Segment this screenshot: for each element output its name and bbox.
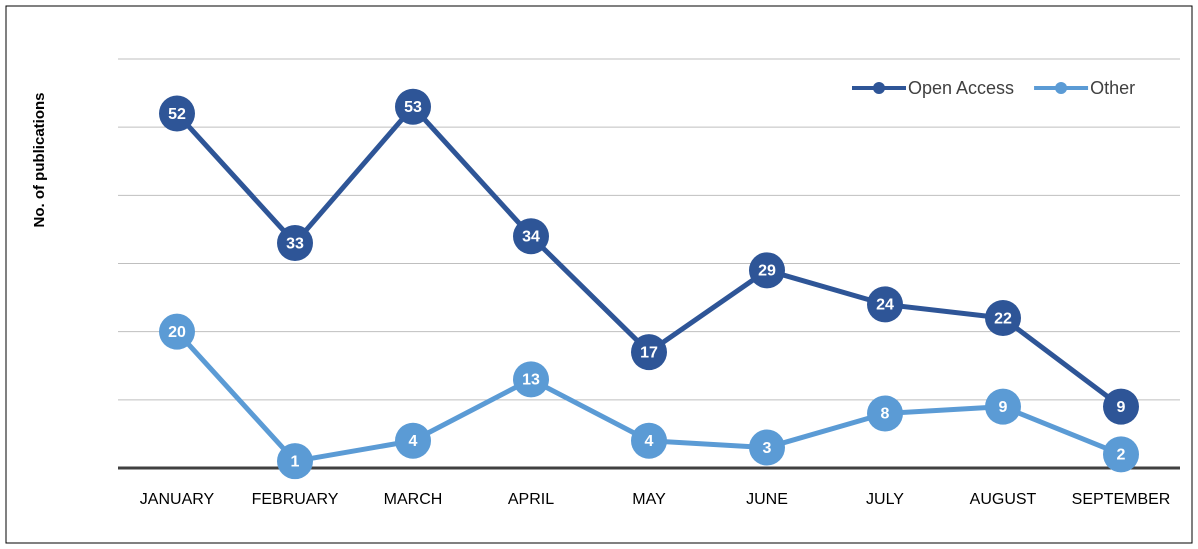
data-label: 24	[876, 297, 894, 314]
x-tick-label: JANUARY	[140, 491, 215, 508]
x-tick-label: AUGUST	[970, 491, 1037, 508]
data-label: 29	[758, 263, 776, 280]
x-tick-label: JUNE	[746, 491, 788, 508]
data-label: 53	[404, 99, 422, 116]
data-label: 9	[1117, 399, 1126, 416]
marker	[1103, 436, 1139, 473]
marker	[985, 300, 1021, 337]
data-label: 52	[168, 106, 186, 123]
data-label: 13	[522, 372, 540, 389]
x-tick-label: FEBRUARY	[252, 491, 339, 508]
marker	[513, 361, 549, 398]
x-tick-label: MARCH	[384, 491, 443, 508]
marker	[277, 225, 313, 262]
data-label: 22	[994, 310, 1012, 327]
legend-label: Other	[1090, 78, 1135, 98]
legend-marker	[1055, 82, 1068, 94]
marker	[631, 334, 667, 371]
data-label: 4	[409, 433, 418, 450]
data-label: 2	[1117, 447, 1126, 464]
marker	[159, 95, 195, 132]
x-tick-label: SEPTEMBER	[1072, 491, 1171, 508]
marker	[867, 395, 903, 432]
marker	[395, 88, 431, 125]
data-label: 20	[168, 324, 186, 341]
marker	[513, 218, 549, 255]
marker	[159, 313, 195, 350]
data-label: 4	[645, 433, 654, 450]
marker	[631, 422, 667, 459]
marker	[395, 422, 431, 459]
x-tick-label: APRIL	[508, 491, 554, 508]
data-label: 1	[291, 453, 300, 470]
data-label: 34	[522, 228, 540, 245]
data-label: 9	[999, 399, 1008, 416]
y-axis-label: No. of publications	[31, 93, 48, 228]
x-tick-label: JULY	[866, 491, 904, 508]
marker	[277, 443, 313, 480]
legend-label: Open Access	[908, 78, 1014, 98]
marker	[749, 252, 785, 289]
legend-marker	[873, 82, 885, 94]
data-label: 17	[640, 344, 658, 361]
marker	[867, 286, 903, 323]
data-label: 8	[881, 406, 890, 423]
marker	[985, 388, 1021, 425]
data-label: 3	[763, 440, 772, 457]
x-tick-label: MAY	[632, 491, 666, 508]
marker	[1103, 388, 1139, 425]
data-label: 33	[286, 235, 304, 252]
marker	[749, 429, 785, 466]
